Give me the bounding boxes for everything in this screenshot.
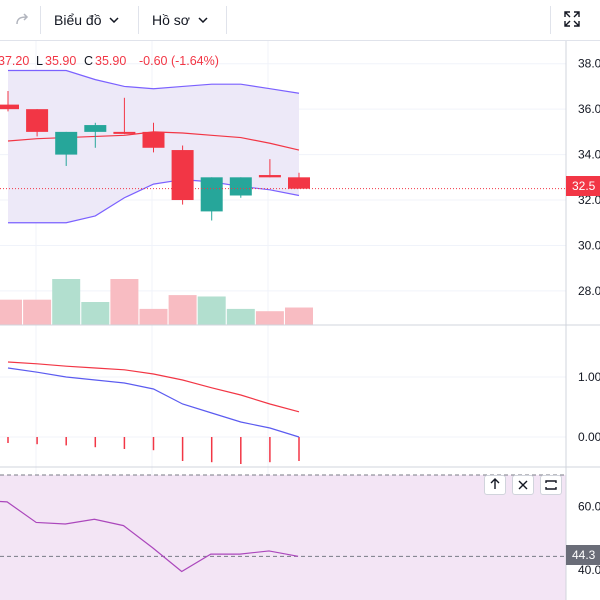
legend-close-value: 35.90 — [95, 54, 126, 68]
profile-menu-label: Hồ sơ — [152, 12, 190, 28]
volume-bars — [0, 279, 313, 325]
price-tick-label: 34.00 — [578, 148, 600, 162]
legend-low-value: 35.90 — [45, 54, 76, 68]
arrow-up-icon — [490, 477, 500, 493]
chart-menu-label: Biểu đồ — [54, 12, 102, 28]
volume-bar — [285, 307, 313, 325]
rsi-tick-label: 60.00 — [578, 500, 600, 514]
top-toolbar: Biểu đồ Hồ sơ — [0, 0, 600, 41]
last-price-tag-bg — [566, 176, 600, 196]
volume-bar — [23, 299, 52, 325]
redo-icon — [15, 12, 31, 29]
macd-signal-line — [7, 361, 300, 413]
close-icon — [518, 478, 528, 493]
rsi-pane — [0, 474, 566, 600]
toolbar-divider — [40, 6, 41, 34]
volume-bar — [226, 308, 255, 325]
price-tick-label: 28.00 — [578, 284, 600, 298]
volume-bar — [52, 279, 81, 325]
chart-menu-button[interactable]: Biểu đồ — [42, 0, 138, 40]
volume-bar — [81, 302, 110, 325]
last-price-tag-text: 32.5 — [572, 179, 596, 193]
close-pane-button[interactable] — [512, 475, 534, 495]
rsi-value-tag-bg — [566, 545, 600, 565]
legend-high-value: 37.20 — [0, 54, 29, 68]
legend-low-label: L — [36, 54, 43, 68]
volume-bar — [197, 296, 226, 325]
volume-bar — [255, 311, 284, 325]
bollinger-upper-line — [8, 69, 300, 94]
candle-body — [26, 109, 49, 132]
fullscreen-icon — [563, 10, 581, 31]
candle-body — [171, 150, 194, 201]
candle-body — [200, 177, 223, 212]
toolbar-divider — [138, 6, 139, 34]
rsi-value-tag: 44.3 — [566, 545, 600, 565]
candlestick-series — [0, 90, 310, 221]
macd-scale[interactable]: 1.00 0.00 — [578, 370, 600, 444]
chart-area[interactable]: 37.20 L 35.90 C 35.90 -0.60 (-1.64%) 38.… — [0, 41, 600, 600]
rsi-tick-label: 40.00 — [578, 563, 600, 577]
last-price-tag: 32.5 — [566, 176, 600, 196]
candle-body — [113, 131, 136, 134]
fullscreen-button[interactable] — [552, 0, 592, 40]
maximize-icon — [545, 478, 557, 493]
maximize-pane-button[interactable] — [540, 475, 562, 495]
candle-body — [288, 177, 310, 189]
macd-tick-label: 0.00 — [578, 430, 600, 444]
chevron-down-icon — [109, 14, 120, 26]
toolbar-divider — [550, 6, 551, 34]
rsi-value-tag-text: 44.3 — [572, 548, 596, 562]
volume-bar — [0, 299, 22, 325]
rsi-band-fill — [0, 474, 566, 600]
price-scale[interactable]: 38.00 36.00 34.00 32.00 30.00 28.00 — [578, 57, 600, 298]
toolbar-divider — [226, 6, 227, 34]
price-tick-label: 30.00 — [578, 238, 600, 252]
ohlc-legend: 37.20 L 35.90 C 35.90 -0.60 (-1.64%) — [0, 54, 219, 68]
profile-menu-button[interactable]: Hồ sơ — [140, 0, 226, 40]
candle-body — [142, 131, 165, 148]
candle-body — [0, 104, 19, 110]
price-tick-label: 36.00 — [578, 102, 600, 116]
legend-close-label: C — [84, 54, 93, 68]
macd-line — [7, 367, 300, 438]
rsi-scale[interactable]: 60.00 40.00 — [578, 500, 600, 577]
candle-body — [55, 131, 78, 155]
volume-bar — [139, 308, 168, 325]
price-tick-label: 32.00 — [578, 193, 600, 207]
volume-bar — [168, 295, 197, 325]
redo-button[interactable] — [6, 0, 40, 40]
chevron-down-icon — [198, 14, 208, 26]
candle-body — [84, 125, 107, 132]
rsi-line — [0, 500, 299, 573]
macd-histogram — [7, 437, 300, 464]
candle-body — [229, 177, 252, 196]
price-tick-label: 38.00 — [578, 57, 600, 71]
legend-change: -0.60 (-1.64%) — [139, 54, 219, 68]
move-pane-up-button[interactable] — [484, 475, 506, 495]
volume-bar — [110, 279, 139, 325]
macd-tick-label: 1.00 — [578, 370, 600, 384]
candle-body — [258, 175, 281, 178]
macd-pane — [7, 361, 300, 464]
price-pane — [0, 69, 566, 325]
